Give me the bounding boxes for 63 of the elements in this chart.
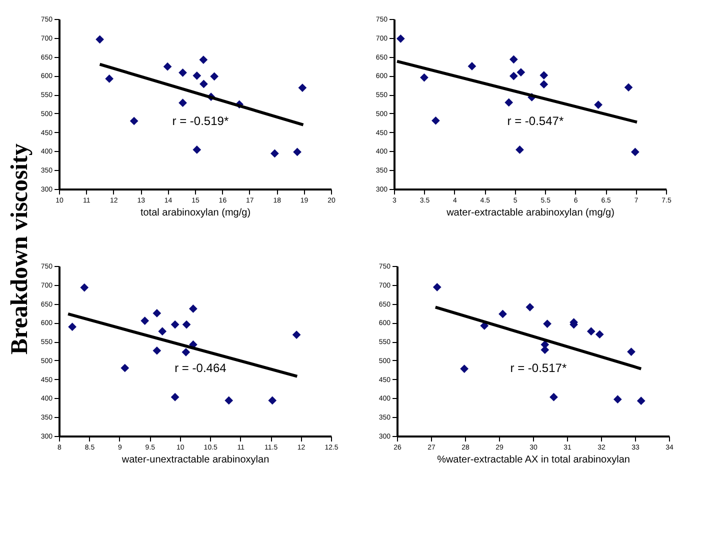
point bbox=[68, 322, 76, 332]
point bbox=[192, 146, 202, 154]
point bbox=[460, 364, 469, 373]
point bbox=[224, 396, 234, 405]
point bbox=[130, 116, 138, 126]
point bbox=[199, 56, 208, 64]
point bbox=[293, 148, 302, 156]
x-axis-title: water-extractable arabinoxylan (mg/g) bbox=[446, 208, 614, 218]
annotation: r = -0.464 bbox=[174, 361, 227, 375]
annotation: r = -0.547* bbox=[507, 114, 564, 128]
point bbox=[396, 34, 405, 43]
point bbox=[189, 304, 198, 313]
point bbox=[192, 71, 202, 80]
point bbox=[210, 72, 218, 81]
point bbox=[516, 146, 524, 154]
x-axis-title: total arabinoxylan (mg/g) bbox=[140, 208, 251, 218]
point bbox=[178, 68, 187, 77]
point bbox=[540, 71, 548, 80]
point bbox=[504, 98, 514, 107]
point bbox=[178, 98, 187, 108]
point bbox=[509, 55, 518, 64]
point bbox=[516, 68, 526, 76]
y-axis-title: Breakdown viscosity bbox=[7, 144, 33, 354]
x-axis-title: water-unextractable arabinoxylan bbox=[120, 454, 270, 466]
point bbox=[268, 396, 277, 405]
point bbox=[468, 62, 476, 70]
point bbox=[170, 320, 180, 329]
point bbox=[140, 316, 150, 325]
point bbox=[526, 302, 534, 312]
point bbox=[432, 282, 442, 292]
point bbox=[540, 80, 548, 89]
point bbox=[170, 392, 180, 402]
point bbox=[292, 330, 301, 339]
annotation: r = -0.519* bbox=[172, 114, 229, 128]
point bbox=[158, 327, 167, 336]
point bbox=[152, 309, 162, 318]
point bbox=[630, 148, 640, 156]
point bbox=[120, 364, 130, 372]
point bbox=[182, 348, 190, 356]
point bbox=[298, 84, 307, 92]
point bbox=[432, 116, 440, 125]
point bbox=[550, 392, 558, 402]
annotation: r = -0.517* bbox=[510, 361, 567, 375]
point bbox=[96, 35, 104, 44]
point bbox=[105, 74, 114, 83]
point bbox=[624, 83, 633, 92]
point bbox=[594, 100, 602, 109]
point bbox=[163, 62, 172, 71]
point bbox=[509, 72, 518, 80]
point bbox=[200, 80, 208, 88]
point bbox=[613, 395, 622, 404]
point bbox=[595, 330, 604, 339]
point bbox=[152, 346, 162, 355]
point bbox=[498, 310, 507, 318]
point bbox=[586, 327, 596, 336]
point bbox=[270, 149, 279, 158]
point bbox=[543, 320, 552, 328]
point bbox=[636, 396, 646, 406]
point bbox=[627, 348, 636, 356]
point bbox=[420, 73, 428, 82]
x-axis-title: %water-extractable AX in total arabinoxylan bbox=[437, 454, 630, 466]
point bbox=[182, 320, 191, 329]
point bbox=[80, 283, 89, 292]
